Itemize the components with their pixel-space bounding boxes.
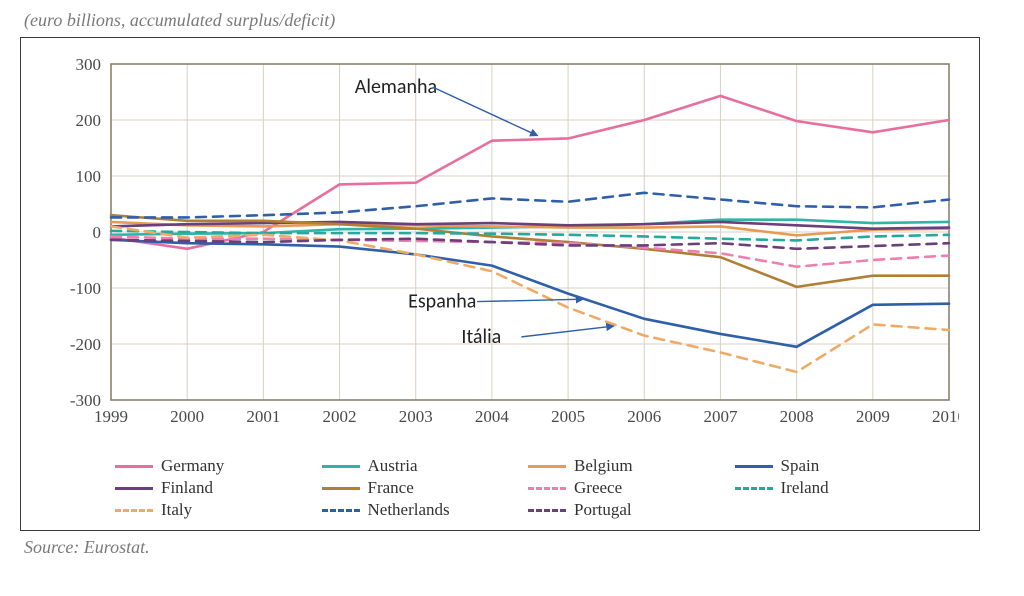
- legend-item-greece: Greece: [528, 478, 715, 498]
- svg-text:-100: -100: [70, 279, 101, 298]
- chart-subtitle: (euro billions, accumulated surplus/defi…: [24, 10, 1004, 31]
- legend-swatch: [528, 465, 566, 468]
- legend-swatch: [528, 487, 566, 490]
- legend-item-ireland: Ireland: [735, 478, 922, 498]
- legend-item-portugal: Portugal: [528, 500, 715, 520]
- svg-text:2006: 2006: [627, 407, 661, 426]
- legend-label: Portugal: [574, 500, 632, 520]
- legend-label: Netherlands: [368, 500, 450, 520]
- legend-item-france: France: [322, 478, 509, 498]
- legend-swatch: [115, 509, 153, 512]
- legend-label: Italy: [161, 500, 192, 520]
- svg-text:300: 300: [76, 55, 102, 74]
- legend-swatch: [115, 487, 153, 490]
- svg-text:100: 100: [76, 167, 102, 186]
- svg-text:2008: 2008: [780, 407, 814, 426]
- legend-item-finland: Finland: [115, 478, 302, 498]
- legend-item-italy: Italy: [115, 500, 302, 520]
- legend-swatch: [528, 509, 566, 512]
- legend-label: Spain: [781, 456, 820, 476]
- legend-swatch: [322, 465, 360, 468]
- legend-item-spain: Spain: [735, 456, 922, 476]
- svg-text:-200: -200: [70, 335, 101, 354]
- annotation-itália: Itália: [461, 325, 501, 349]
- annotation-espanha: Espanha: [408, 290, 476, 314]
- svg-text:2001: 2001: [246, 407, 280, 426]
- legend-swatch: [735, 465, 773, 468]
- svg-text:2004: 2004: [475, 407, 510, 426]
- svg-text:2010: 2010: [932, 407, 959, 426]
- svg-text:2002: 2002: [323, 407, 357, 426]
- svg-text:2000: 2000: [170, 407, 204, 426]
- svg-text:0: 0: [93, 223, 102, 242]
- svg-text:1999: 1999: [94, 407, 128, 426]
- legend-item-netherlands: Netherlands: [322, 500, 509, 520]
- legend-swatch: [115, 465, 153, 468]
- legend-item-austria: Austria: [322, 456, 509, 476]
- chart-legend: Germany Austria Belgium Spain Finland France G…: [39, 450, 961, 522]
- legend-label: France: [368, 478, 414, 498]
- legend-swatch: [322, 487, 360, 490]
- legend-label: Finland: [161, 478, 213, 498]
- legend-label: Greece: [574, 478, 622, 498]
- chart-source: Source: Eurostat.: [24, 537, 1004, 558]
- svg-text:200: 200: [76, 111, 102, 130]
- chart-container: -300-200-1000100200300199920002001200220…: [20, 37, 980, 531]
- svg-text:2003: 2003: [399, 407, 433, 426]
- legend-label: Ireland: [781, 478, 829, 498]
- svg-text:2007: 2007: [703, 407, 738, 426]
- legend-swatch: [322, 509, 360, 512]
- legend-label: Germany: [161, 456, 224, 476]
- annotation-alemanha: Alemanha: [355, 75, 437, 99]
- legend-label: Austria: [368, 456, 418, 476]
- legend-item-germany: Germany: [115, 456, 302, 476]
- svg-text:2005: 2005: [551, 407, 585, 426]
- legend-label: Belgium: [574, 456, 633, 476]
- legend-swatch: [735, 487, 773, 490]
- legend-item-belgium: Belgium: [528, 456, 715, 476]
- svg-text:2009: 2009: [856, 407, 890, 426]
- line-chart: -300-200-1000100200300199920002001200220…: [39, 50, 959, 450]
